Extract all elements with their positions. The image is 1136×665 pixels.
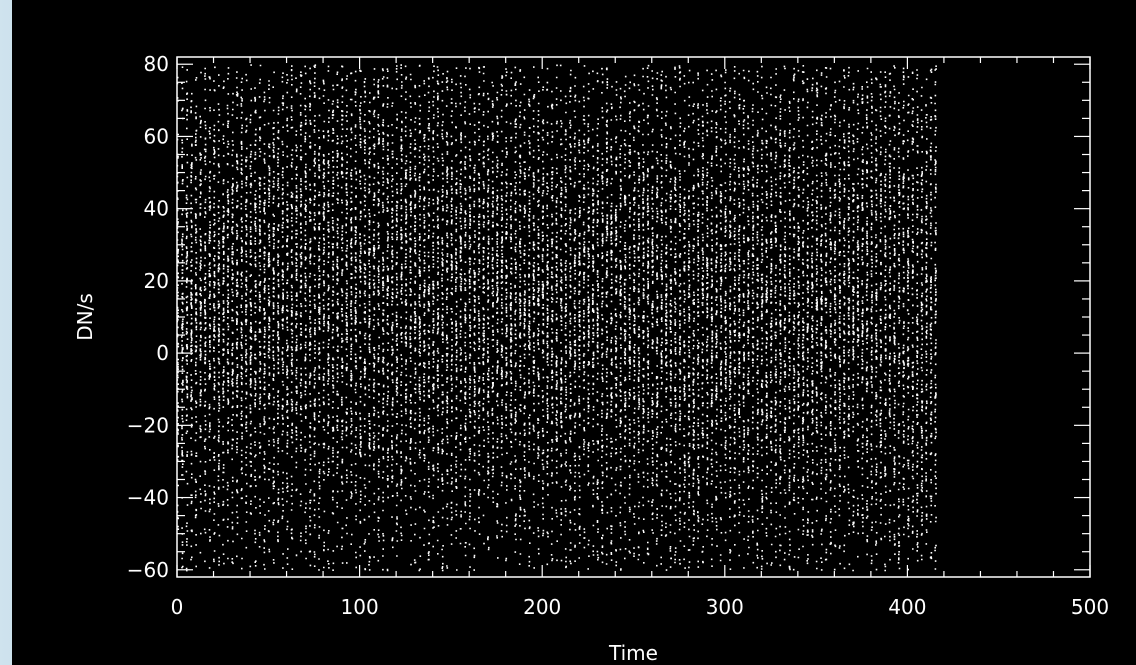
scatter-chart: 0 100 200 300 400 500 −60 −40 −20 0 20 40 60 80 Time… — [73, 52, 1109, 665]
y-tick-label: 60 — [144, 124, 169, 148]
y-tick-label: −20 — [127, 413, 169, 437]
x-tick-label: 200 — [523, 595, 561, 619]
y-tick-label: 20 — [144, 269, 169, 293]
x-tick-label: 500 — [1071, 595, 1109, 619]
plot-frame — [176, 56, 1091, 578]
x-tick-label: 0 — [171, 595, 184, 619]
plot-window: 0 100 200 300 400 500 −60 −40 −20 0 20 40 60 80 Time… — [12, 0, 1136, 665]
y-tick-label: 80 — [144, 52, 169, 76]
x-tick-label: 300 — [706, 595, 744, 619]
x-axis-ticks: 0 100 200 300 400 500 — [171, 57, 1109, 619]
x-tick-label: 100 — [341, 595, 379, 619]
y-tick-label: −60 — [127, 558, 169, 582]
x-tick-label: 400 — [888, 595, 926, 619]
x-axis-title: Time — [608, 641, 658, 665]
data-points — [176, 64, 937, 572]
y-tick-label: 0 — [156, 341, 169, 365]
scatter-points — [176, 64, 937, 572]
y-tick-label: −40 — [127, 486, 169, 510]
y-tick-label: 40 — [144, 197, 169, 221]
y-axis-ticks: −60 −40 −20 0 20 40 60 80 — [127, 52, 1090, 582]
y-axis-title: DN/s — [73, 293, 97, 341]
